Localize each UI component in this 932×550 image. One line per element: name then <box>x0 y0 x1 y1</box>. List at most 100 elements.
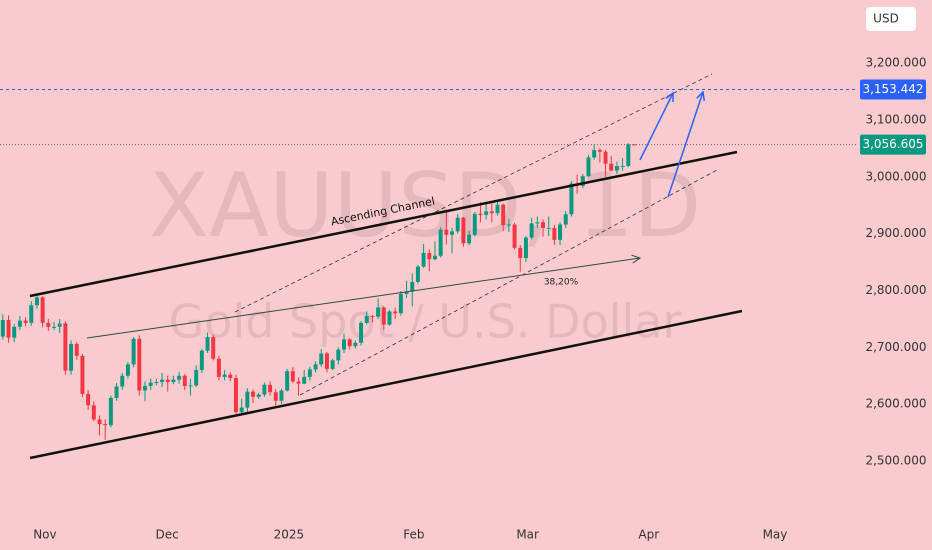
candle-body <box>393 311 398 314</box>
candle-body <box>381 307 386 325</box>
fib-line <box>86 258 640 339</box>
candle-body <box>563 214 568 225</box>
channel-dashed <box>299 169 718 396</box>
candle-body <box>251 391 256 397</box>
candle-body <box>569 183 574 215</box>
y-tick-label: 3,100.000 <box>865 112 926 126</box>
candle-body <box>620 165 625 167</box>
price-box <box>860 79 926 100</box>
candle-body <box>268 384 273 393</box>
candle-body <box>34 297 39 306</box>
candle-body <box>432 255 437 260</box>
candle-body <box>40 297 45 323</box>
candle-body <box>160 379 165 382</box>
candle-body <box>63 323 68 371</box>
candle-body <box>228 374 233 379</box>
candle-body <box>518 247 523 259</box>
candle-body <box>137 338 142 391</box>
channel-lower <box>29 309 743 460</box>
candle-body <box>336 349 341 361</box>
candle-body <box>273 392 278 401</box>
x-tick-label: Mar <box>516 528 539 542</box>
candle-body <box>108 397 113 426</box>
candle-body <box>143 385 147 391</box>
candle-body <box>558 224 563 240</box>
candle-body <box>461 217 466 244</box>
channel-upper <box>29 150 738 298</box>
candle-body <box>398 293 403 314</box>
candle-body <box>125 364 130 376</box>
candle-body <box>467 234 472 244</box>
candle-body <box>495 204 500 214</box>
price-label: 3,153.442 <box>862 82 923 96</box>
candle-body <box>359 322 364 343</box>
candle-body <box>307 369 312 377</box>
candle-body <box>279 390 284 401</box>
candle-body <box>387 311 392 325</box>
candle-body <box>6 320 11 338</box>
candle-body <box>177 375 182 380</box>
candle-body <box>455 217 460 232</box>
x-tick-label: May <box>763 528 788 542</box>
candle-body <box>541 222 545 228</box>
watermark-name: Gold Spot / U.S. Dollar <box>169 295 682 349</box>
candle-body <box>472 213 477 235</box>
candle-body <box>239 407 244 413</box>
y-tick-label: 3,200.000 <box>865 56 926 70</box>
axes: 2,500.000 2,600.000 2,700.000 2,800.000 2,90… <box>33 56 926 542</box>
y-tick-label: 2,700.000 <box>865 340 926 354</box>
candle-body <box>188 385 193 387</box>
watermark: XAUUSD, 1D Gold Spot / U.S. Dollar <box>149 154 702 349</box>
candle-body <box>330 360 335 369</box>
candle-body <box>614 165 619 171</box>
candle-body <box>586 157 591 177</box>
currency-box <box>866 7 916 31</box>
candle-body <box>182 375 187 386</box>
candle-body <box>165 379 170 382</box>
projection-arrow <box>667 92 703 198</box>
x-tick-label: Dec <box>156 528 179 542</box>
candle-body <box>12 326 17 338</box>
candle-body <box>370 316 375 318</box>
candle-body <box>69 343 74 371</box>
candle-body <box>91 405 96 420</box>
candle-body <box>427 252 432 260</box>
candle-body <box>80 355 85 394</box>
candle-body <box>17 320 22 327</box>
candle-body <box>46 322 51 327</box>
candle-body <box>120 375 125 387</box>
candle-body <box>302 376 307 384</box>
candle-body <box>512 224 517 248</box>
candle-body <box>478 213 483 215</box>
candle-body <box>290 371 295 382</box>
candle-body <box>211 337 216 359</box>
candle-body <box>410 281 415 292</box>
x-tick-label: Nov <box>33 528 56 542</box>
candle-body <box>626 144 631 166</box>
candle-body <box>154 381 159 383</box>
candle-body <box>205 337 210 351</box>
candle-body <box>313 364 318 370</box>
candle-body <box>57 323 62 327</box>
candle-body <box>415 266 420 282</box>
plot <box>0 89 858 440</box>
candle-body <box>450 231 455 235</box>
watermark-symbol: XAUUSD, 1D <box>149 154 702 257</box>
candle-body <box>347 339 352 347</box>
candle-body <box>29 305 34 323</box>
candle-body <box>86 393 91 406</box>
candle-body <box>216 358 221 377</box>
candle-body <box>171 379 176 382</box>
candle-body <box>97 419 102 425</box>
candle-body <box>438 229 443 256</box>
drawings: Ascending Channel 38,20% <box>29 73 743 460</box>
candle-body <box>319 353 324 365</box>
candle-body <box>444 229 449 235</box>
candle-body <box>245 391 250 408</box>
y-tick-label: 3,000.000 <box>865 169 926 183</box>
candle-body <box>114 386 119 398</box>
candle-body <box>233 378 238 413</box>
candle-body <box>23 320 28 323</box>
candle-body <box>597 150 602 152</box>
